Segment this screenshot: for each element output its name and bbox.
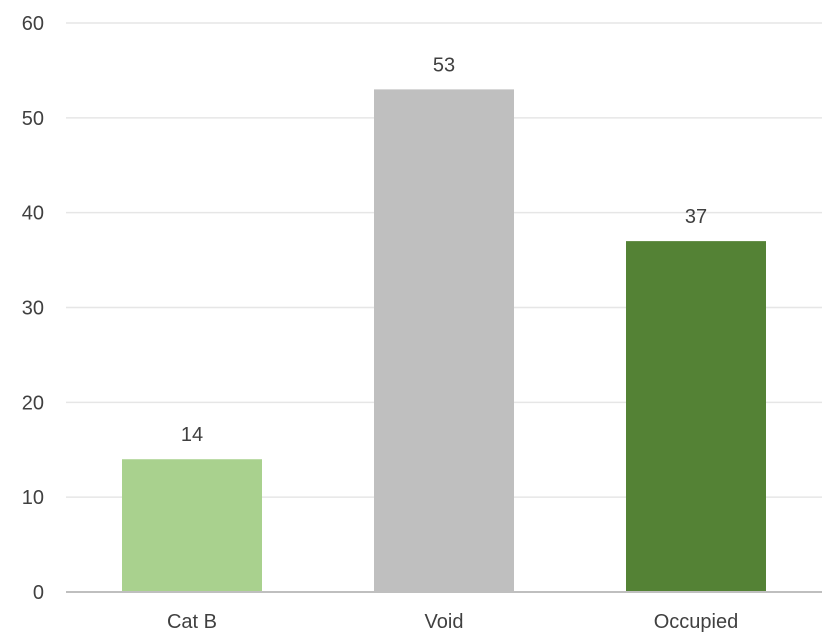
data-label: 53: [433, 54, 455, 76]
data-label: 37: [685, 206, 707, 228]
bars: [122, 89, 766, 592]
data-label: 14: [181, 424, 203, 446]
y-tick-label: 20: [22, 392, 44, 414]
x-category-label: Cat B: [167, 611, 217, 633]
bar-occupied: [626, 241, 766, 592]
x-category-label: Void: [425, 611, 464, 633]
y-tick-label: 60: [22, 13, 44, 35]
y-tick-label: 30: [22, 298, 44, 320]
y-tick-label: 40: [22, 203, 44, 225]
y-tick-label: 10: [22, 487, 44, 509]
y-tick-label: 0: [33, 582, 44, 604]
y-tick-label: 50: [22, 108, 44, 130]
bar-void: [374, 89, 514, 592]
x-axis-categories: Cat B Void Occupied: [167, 611, 738, 633]
x-category-label: Occupied: [654, 611, 739, 633]
y-axis-ticks: 0 10 20 30 40 50 60: [22, 13, 44, 604]
data-labels: 14 53 37: [181, 54, 707, 446]
bar-cat-b: [122, 459, 262, 592]
